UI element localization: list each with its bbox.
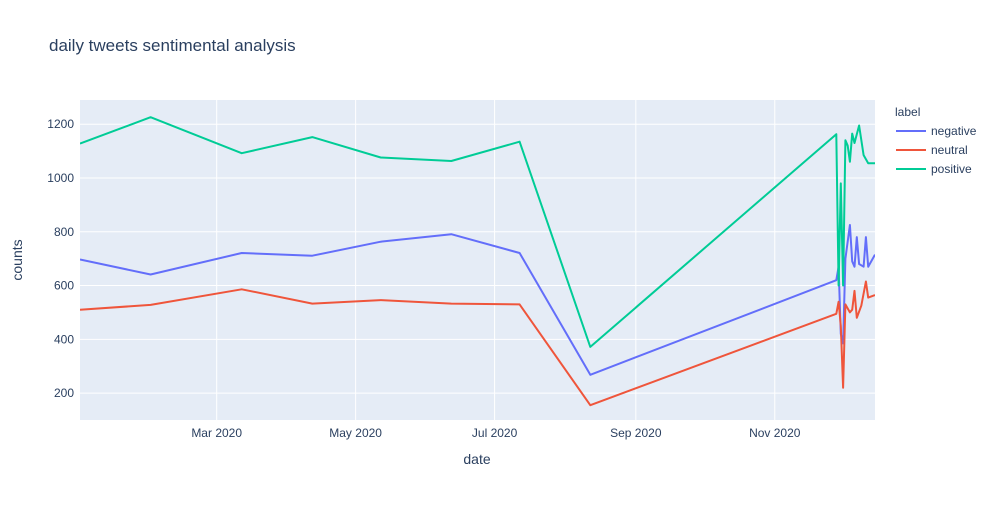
legend-label: neutral	[931, 143, 968, 157]
legend-item-negative[interactable]: negative	[896, 124, 977, 138]
x-tick-label: Sep 2020	[610, 426, 662, 440]
plot-background	[80, 100, 875, 420]
chart-title: daily tweets sentimental analysis	[49, 36, 296, 55]
x-axis-label: date	[463, 451, 490, 467]
legend-label: negative	[931, 124, 977, 138]
y-tick-label: 800	[54, 225, 74, 239]
legend-label: positive	[931, 162, 972, 176]
x-tick-label: May 2020	[329, 426, 382, 440]
grid-lines	[80, 100, 875, 420]
x-tick-label: Mar 2020	[191, 426, 242, 440]
y-tick-label: 600	[54, 279, 74, 293]
y-tick-label: 1000	[47, 171, 74, 185]
y-axis-label: counts	[9, 239, 25, 280]
series-line-positive	[80, 116, 875, 348]
x-tick-label: Nov 2020	[749, 426, 801, 440]
y-tick-label: 200	[54, 386, 74, 400]
legend-title: label	[895, 105, 920, 119]
legend[interactable]: label negative neutral positive	[895, 105, 977, 176]
series-lines	[80, 116, 875, 407]
legend-item-positive[interactable]: positive	[896, 162, 972, 176]
x-tick-label: Jul 2020	[472, 426, 518, 440]
y-tick-label: 1200	[47, 117, 74, 131]
y-axis-ticks: 200 400 600 800 1000 1200	[47, 117, 74, 400]
legend-item-neutral[interactable]: neutral	[896, 143, 968, 157]
y-tick-label: 400	[54, 332, 74, 346]
series-line-neutral	[80, 280, 875, 407]
x-axis-ticks: Mar 2020 May 2020 Jul 2020 Sep 2020 Nov 2020	[191, 426, 800, 440]
